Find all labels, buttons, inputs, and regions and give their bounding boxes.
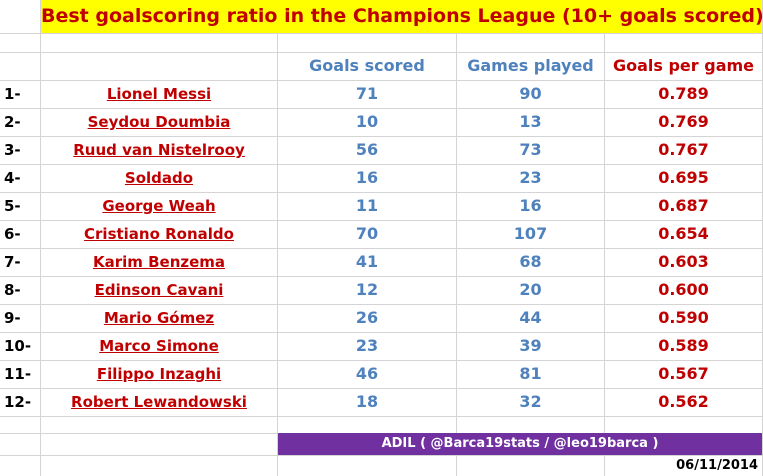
ratio-cell: 0.769	[658, 112, 709, 131]
table-title: Best goalscoring ratio in the Champions …	[41, 0, 763, 33]
grid-row-line	[0, 80, 763, 81]
player-name-link[interactable]: Lionel Messi	[106, 85, 212, 103]
grid-row-line	[0, 360, 763, 361]
player-name-link[interactable]: Robert Lewandowski	[71, 393, 247, 411]
grid-column-line	[277, 0, 278, 476]
goals-cell: 11	[355, 196, 379, 215]
grid-row-line	[0, 455, 763, 456]
games-cell: 68	[519, 252, 542, 271]
games-cell: 16	[519, 196, 542, 215]
games-cell: 23	[519, 168, 542, 187]
goals-cell: 16	[355, 168, 379, 187]
table-row: 1- Lionel Messi 71 90 0.789	[0, 80, 763, 108]
header-goals-scored: Goals scored	[309, 56, 425, 75]
table-row: 3- Ruud van Nistelrooy 56 73 0.767	[0, 136, 763, 164]
table-row: 6- Cristiano Ronaldo 70 107 0.654	[0, 220, 763, 248]
games-cell: 32	[519, 392, 542, 411]
rank-cell: 1-	[4, 85, 21, 103]
player-name-link[interactable]: George Weah	[102, 197, 216, 215]
player-name-link[interactable]: Mario Gómez	[103, 309, 215, 327]
grid-column-line	[40, 0, 41, 476]
rank-cell: 11-	[4, 365, 32, 383]
ratio-cell: 0.590	[658, 308, 709, 327]
goals-cell: 70	[355, 224, 379, 243]
rank-cell: 7-	[4, 253, 21, 271]
player-name-link[interactable]: Marco Simone	[99, 337, 219, 355]
ratio-cell: 0.695	[658, 168, 709, 187]
grid-row-line	[0, 33, 763, 34]
header-goals-per-game: Goals per game	[612, 56, 755, 75]
rank-cell: 10-	[4, 337, 32, 355]
ratio-cell: 0.789	[658, 84, 709, 103]
games-cell: 13	[519, 112, 542, 131]
rank-cell: 3-	[4, 141, 21, 159]
ratio-cell: 0.562	[658, 392, 709, 411]
rank-cell: 6-	[4, 225, 21, 243]
rank-cell: 8-	[4, 281, 21, 299]
grid-row-line	[0, 416, 763, 417]
grid-row-line	[0, 304, 763, 305]
player-name-link[interactable]: Ruud van Nistelrooy	[73, 141, 245, 159]
goals-cell: 26	[355, 308, 379, 327]
goals-cell: 56	[355, 140, 379, 159]
games-cell: 90	[519, 84, 542, 103]
grid-row-line	[0, 108, 763, 109]
grid-column-line	[456, 0, 457, 476]
games-cell: 20	[519, 280, 542, 299]
grid-row-line	[0, 248, 763, 249]
goals-cell: 71	[355, 84, 379, 103]
grid-row-line	[0, 192, 763, 193]
table-row: 2- Seydou Doumbia 10 13 0.769	[0, 108, 763, 136]
grid-row-line	[0, 52, 763, 53]
table-row: 10- Marco Simone 23 39 0.589	[0, 332, 763, 360]
ratio-cell: 0.567	[658, 364, 709, 383]
grid-row-line	[0, 332, 763, 333]
credit-banner: ADIL ( @Barca19stats / @leo19barca )	[278, 433, 762, 455]
rank-cell: 4-	[4, 169, 21, 187]
ratio-cell: 0.767	[658, 140, 709, 159]
header-games-played: Games played	[467, 56, 594, 75]
goals-cell: 10	[355, 112, 379, 131]
rank-cell: 5-	[4, 197, 21, 215]
table-row: 8- Edinson Cavani 12 20 0.600	[0, 276, 763, 304]
player-name-link[interactable]: Soldado	[124, 169, 194, 187]
goals-cell: 23	[355, 336, 379, 355]
games-cell: 39	[519, 336, 542, 355]
grid-column-line	[604, 0, 605, 476]
games-cell: 81	[519, 364, 542, 383]
rank-cell: 2-	[4, 113, 21, 131]
table-row: 11- Filippo Inzaghi 46 81 0.567	[0, 360, 763, 388]
table-row: 12- Robert Lewandowski 18 32 0.562	[0, 388, 763, 416]
grid-row-line	[0, 388, 763, 389]
goals-cell: 46	[355, 364, 379, 383]
player-name-link[interactable]: Seydou Doumbia	[87, 113, 231, 131]
ratio-cell: 0.654	[658, 224, 709, 243]
games-cell: 107	[513, 224, 548, 243]
table-row: 5- George Weah 11 16 0.687	[0, 192, 763, 220]
grid-row-line	[0, 164, 763, 165]
ratio-cell: 0.589	[658, 336, 709, 355]
ratio-cell: 0.600	[658, 280, 709, 299]
rank-cell: 9-	[4, 309, 21, 327]
games-cell: 44	[519, 308, 542, 327]
grid-row-line	[0, 220, 763, 221]
ratio-cell: 0.603	[658, 252, 709, 271]
table-row: 7- Karim Benzema 41 68 0.603	[0, 248, 763, 276]
games-cell: 73	[519, 140, 542, 159]
player-name-link[interactable]: Cristiano Ronaldo	[84, 225, 234, 243]
player-name-link[interactable]: Edinson Cavani	[94, 281, 224, 299]
player-name-link[interactable]: Filippo Inzaghi	[96, 365, 222, 383]
grid-row-line	[0, 276, 763, 277]
table-row: 9- Mario Gómez 26 44 0.590	[0, 304, 763, 332]
goals-cell: 12	[355, 280, 379, 299]
rank-cell: 12-	[4, 393, 32, 411]
goals-cell: 18	[355, 392, 379, 411]
date-label: 06/11/2014	[676, 458, 758, 473]
table-row: 4- Soldado 16 23 0.695	[0, 164, 763, 192]
grid-row-line	[0, 136, 763, 137]
ratio-cell: 0.687	[658, 196, 709, 215]
player-name-link[interactable]: Karim Benzema	[92, 253, 226, 271]
goals-cell: 41	[355, 252, 379, 271]
